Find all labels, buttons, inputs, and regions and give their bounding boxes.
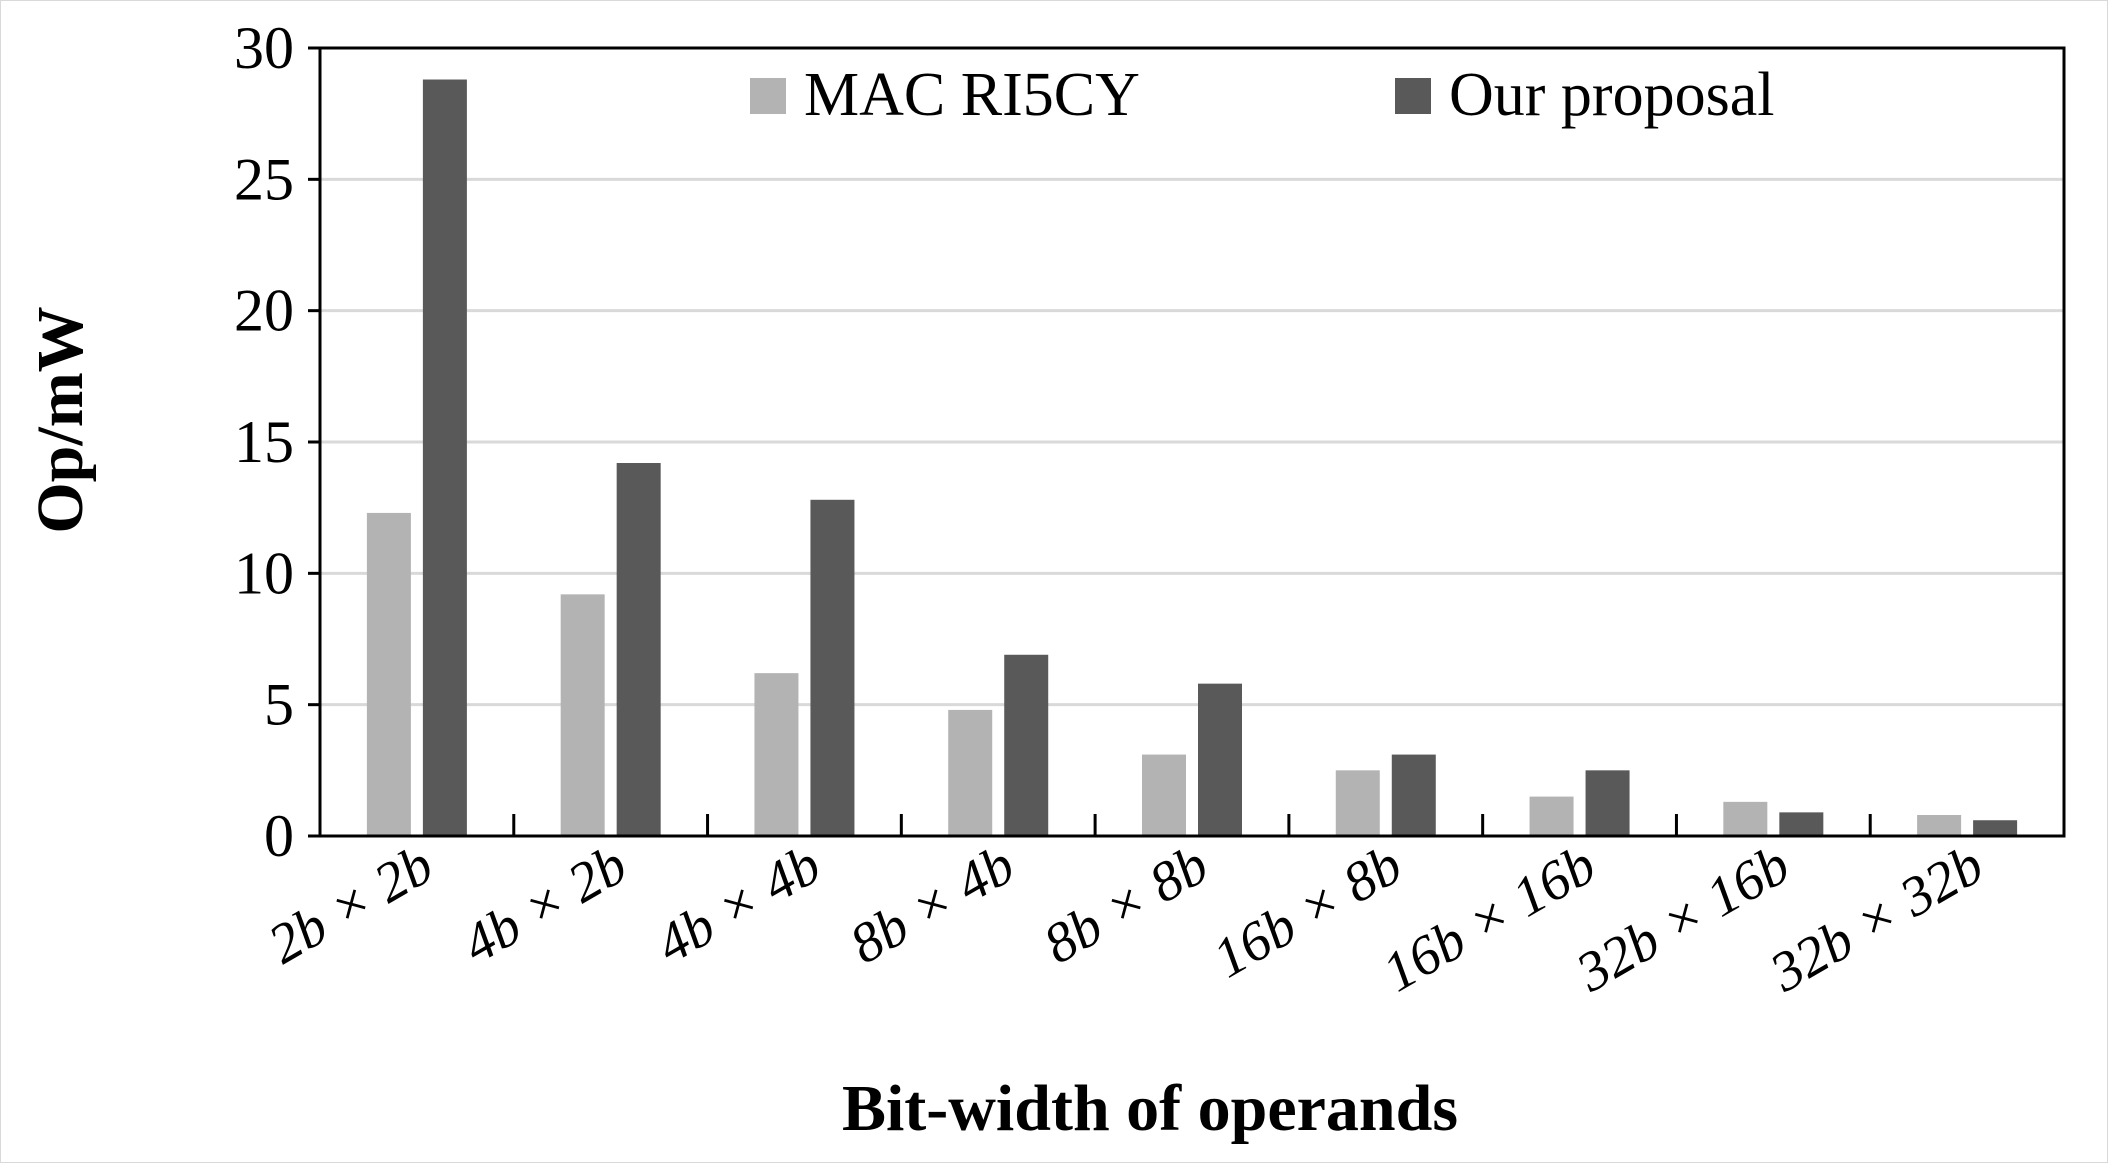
legend: MAC RI5CY Our proposal <box>750 61 1774 129</box>
y-axis-title: Op/mW <box>24 306 97 533</box>
y-tick-label: 15 <box>234 409 294 475</box>
x-tick-label: 8b × 4b <box>840 834 1025 977</box>
x-tick-label: 32b × 16b <box>1565 834 1799 1005</box>
bar-mac-ri5cy <box>948 709 993 836</box>
y-tick-label: 5 <box>264 672 294 738</box>
bar-our-proposal <box>1391 754 1436 836</box>
axes <box>308 46 2066 838</box>
x-tick-label: 8b × 8b <box>1034 834 1219 977</box>
x-tick-label: 16b × 16b <box>1373 834 1606 1005</box>
bar-our-proposal <box>1198 683 1242 836</box>
y-tick-label: 25 <box>234 146 294 212</box>
x-axis-title: Bit-width of operands <box>842 1072 1458 1145</box>
legend-label: MAC RI5CY <box>804 61 1140 129</box>
legend-swatch <box>750 78 786 114</box>
bar-mac-ri5cy <box>1142 754 1186 836</box>
bar-our-proposal <box>1585 770 1630 836</box>
bar-mac-ri5cy <box>366 512 411 836</box>
y-tick-label: 20 <box>234 278 294 344</box>
y-tick-label: 10 <box>234 540 294 606</box>
bar-mac-ri5cy <box>1723 801 1768 836</box>
y-tick-label: 0 <box>264 803 294 869</box>
bar-mac-ri5cy <box>1335 770 1380 836</box>
x-tick-label: 32b × 32b <box>1759 834 1993 1005</box>
bar-mac-ri5cy <box>1917 814 1962 836</box>
bar-our-proposal <box>616 463 661 836</box>
bar-our-proposal <box>422 79 467 836</box>
gridlines <box>320 177 2064 707</box>
bar-our-proposal <box>1004 654 1049 836</box>
bar-mac-ri5cy <box>560 594 605 836</box>
bar-our-proposal <box>810 499 855 836</box>
y-tick-labels: 0 5 10 15 20 25 30 <box>234 15 294 869</box>
legend-swatch <box>1395 78 1431 114</box>
x-tick-label: 4b × 4b <box>646 834 831 977</box>
x-tick-label: 4b × 2b <box>452 834 637 977</box>
legend-label: Our proposal <box>1449 61 1774 129</box>
y-tick-label: 30 <box>234 15 294 81</box>
bar-mac-ri5cy <box>1529 796 1574 836</box>
bar-mac-ri5cy <box>754 673 799 836</box>
bars <box>366 79 2018 836</box>
bar-our-proposal <box>1973 820 2018 836</box>
bar-our-proposal <box>1779 812 1824 836</box>
